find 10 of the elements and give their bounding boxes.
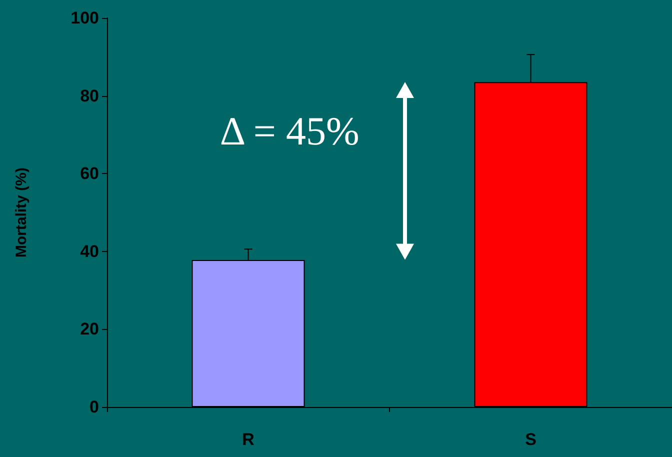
annotation: Δ = 45% — [220, 108, 360, 154]
x-tick-label: S — [525, 430, 536, 449]
x-tick-label: R — [242, 430, 254, 449]
y-tick-label: 40 — [80, 242, 99, 261]
y-tick-label: 0 — [90, 398, 99, 416]
y-tick-label: 80 — [80, 86, 99, 106]
y-tick-label: 60 — [80, 164, 99, 184]
y-tick-label: 20 — [80, 320, 99, 339]
y-tick-label: 100 — [70, 8, 99, 28]
y-axis-title: Mortality (%) — [13, 167, 30, 258]
